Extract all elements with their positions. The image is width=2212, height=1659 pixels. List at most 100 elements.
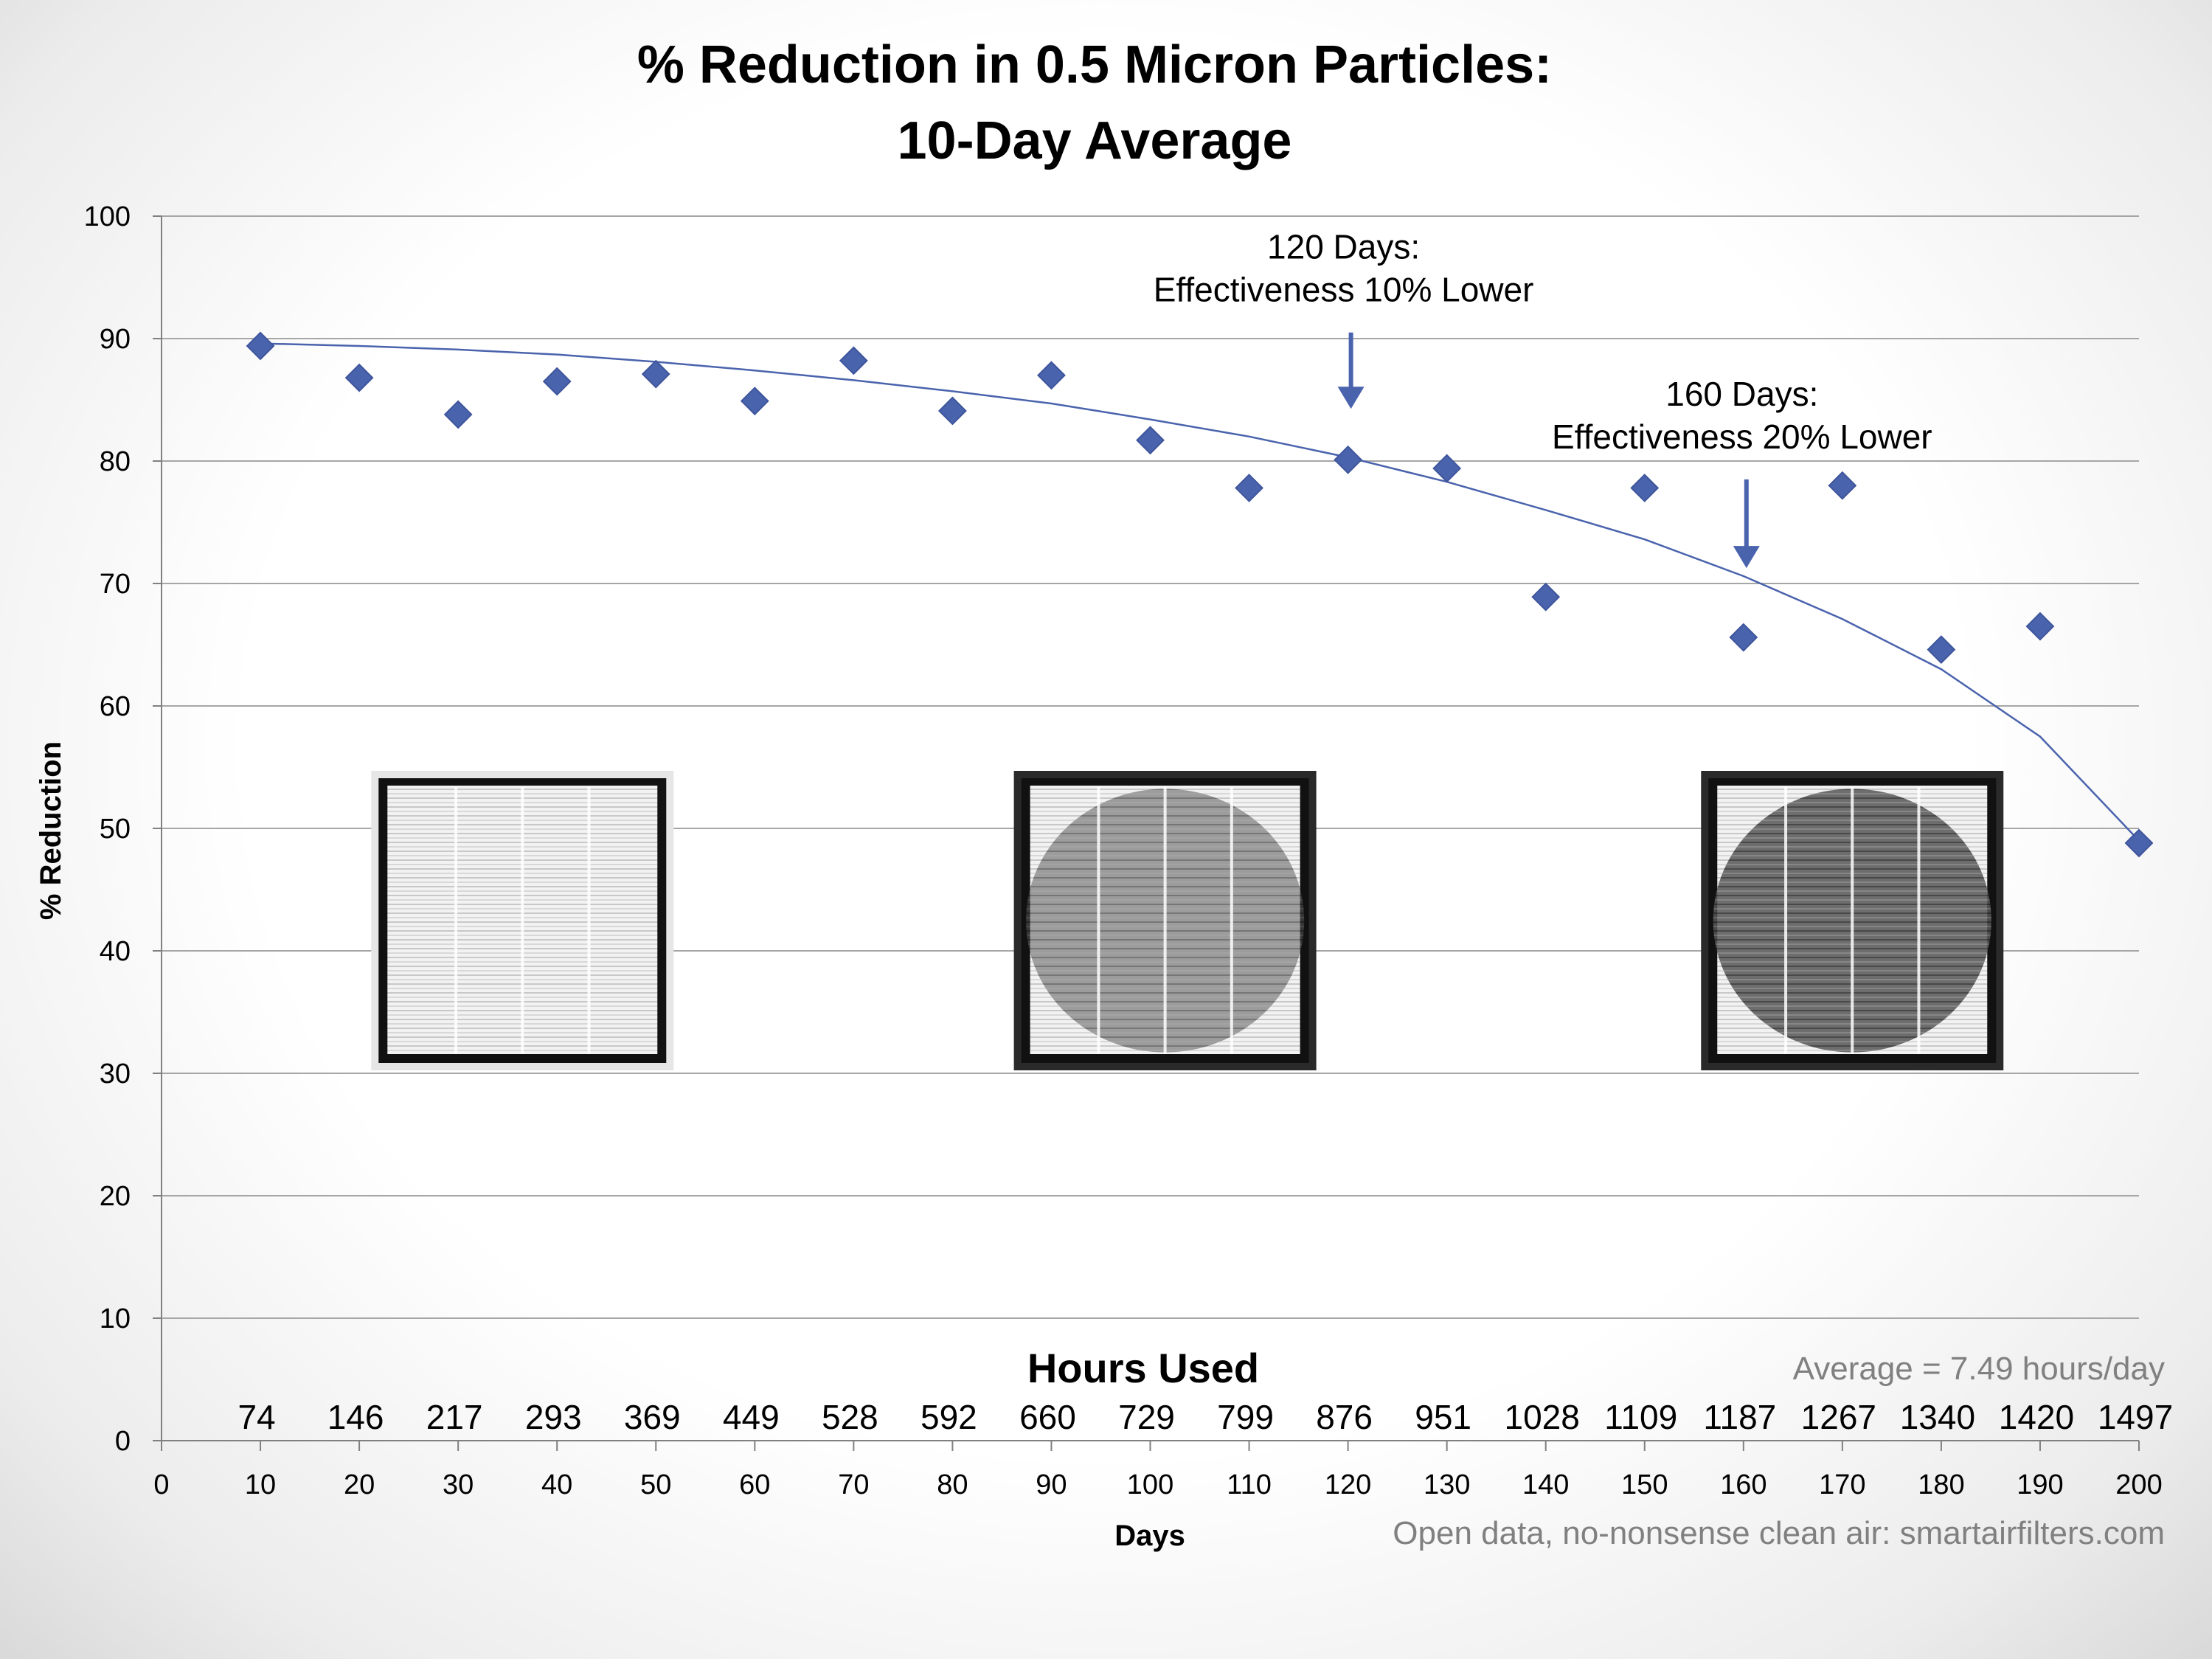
hours-used-label: 146 bbox=[327, 1398, 384, 1436]
hours-used-title: Hours Used bbox=[1027, 1345, 1259, 1391]
annotation-text-line: Effectiveness 10% Lower bbox=[1154, 271, 1534, 309]
x-tick-label-170: 170 bbox=[1819, 1469, 1865, 1500]
annotation-text-line: 160 Days: bbox=[1665, 375, 1818, 413]
data-point-day-70 bbox=[839, 346, 868, 375]
footer-credit: Open data, no-nonsense clean air: smarta… bbox=[1393, 1515, 2165, 1551]
hours-used-label: 799 bbox=[1217, 1398, 1274, 1436]
x-tick-label-0: 0 bbox=[153, 1469, 169, 1500]
x-tick-label-60: 60 bbox=[739, 1469, 770, 1500]
y-tick-labels: 0 10 20 30 40 50 60 70 80 90 100 bbox=[84, 201, 131, 1457]
data-point-day-130 bbox=[1432, 454, 1462, 483]
annotation-120-days: 120 Days: Effectiveness 10% Lower bbox=[1154, 228, 1534, 409]
x-tick-label-160: 160 bbox=[1720, 1469, 1767, 1500]
data-point-day-100 bbox=[1136, 426, 1165, 455]
used-filter-120-days-photo bbox=[1013, 771, 1317, 1070]
y-tick-label-20: 20 bbox=[100, 1181, 131, 1212]
x-tick-label-180: 180 bbox=[1918, 1469, 1964, 1500]
annotation-text-line: 120 Days: bbox=[1267, 228, 1420, 266]
y-tick-label-90: 90 bbox=[100, 324, 131, 355]
hours-used-label: 592 bbox=[920, 1398, 977, 1436]
y-tick-label-30: 30 bbox=[100, 1059, 131, 1090]
data-point-day-50 bbox=[641, 359, 670, 389]
data-point-day-20 bbox=[344, 363, 374, 392]
x-tick-label-10: 10 bbox=[245, 1469, 276, 1500]
clean-filter-photo bbox=[371, 771, 674, 1070]
x-tick-label-70: 70 bbox=[838, 1469, 869, 1500]
data-point-day-170 bbox=[1828, 471, 1857, 500]
annotation-arrow-head bbox=[1337, 387, 1365, 409]
data-point-day-80 bbox=[937, 396, 967, 426]
axes bbox=[153, 215, 2140, 1451]
data-point-day-140 bbox=[1531, 582, 1561, 612]
x-tick-label-100: 100 bbox=[1127, 1469, 1173, 1500]
hours-used-label: 1267 bbox=[1801, 1398, 1876, 1436]
hours-used-label: 369 bbox=[624, 1398, 681, 1436]
y-tick-label-80: 80 bbox=[100, 446, 131, 477]
y-tick-label-70: 70 bbox=[100, 569, 131, 600]
hours-used-label: 876 bbox=[1316, 1398, 1373, 1436]
data-point-day-10 bbox=[246, 331, 275, 361]
y-tick-label-0: 0 bbox=[115, 1426, 131, 1457]
average-note: Average = 7.49 hours/day bbox=[1793, 1351, 2165, 1387]
x-tick-label-50: 50 bbox=[640, 1469, 671, 1500]
hours-used-label: 1420 bbox=[1999, 1398, 2074, 1436]
hours-used-labels: 74 146 217 293 369 449 528 592 660 729 799 876 951 10… bbox=[238, 1398, 2173, 1436]
data-point-day-60 bbox=[740, 387, 769, 416]
x-axis-title: Days bbox=[1114, 1520, 1185, 1552]
data-point-day-110 bbox=[1235, 474, 1263, 502]
hours-used-label: 528 bbox=[822, 1398, 878, 1436]
x-tick-label-120: 120 bbox=[1325, 1469, 1371, 1500]
x-tick-label-40: 40 bbox=[541, 1469, 572, 1500]
annotation-160-days: 160 Days: Effectiveness 20% Lower bbox=[1552, 375, 1932, 569]
x-tick-label-110: 110 bbox=[1227, 1469, 1272, 1500]
used-filter-200-days-photo bbox=[1701, 771, 2004, 1070]
y-tick-label-100: 100 bbox=[84, 201, 131, 232]
trendline bbox=[260, 342, 2140, 842]
chart-title-line-2: 10-Day Average bbox=[898, 111, 1292, 170]
chart-title-line-1: % Reduction in 0.5 Micron Particles: bbox=[637, 35, 1552, 94]
hours-used-label: 449 bbox=[723, 1398, 780, 1436]
gridlines bbox=[162, 215, 2139, 1319]
x-tick-label-140: 140 bbox=[1522, 1469, 1569, 1500]
hours-used-label: 1187 bbox=[1703, 1398, 1776, 1436]
x-tick-label-90: 90 bbox=[1036, 1469, 1067, 1500]
x-tick-label-150: 150 bbox=[1621, 1469, 1668, 1500]
hours-used-label: 660 bbox=[1019, 1398, 1076, 1436]
x-tick-label-80: 80 bbox=[937, 1469, 968, 1500]
hours-used-label: 1028 bbox=[1505, 1398, 1580, 1436]
annotation-arrow-head bbox=[1733, 546, 1760, 569]
hours-used-label: 729 bbox=[1118, 1398, 1175, 1436]
y-tick-label-40: 40 bbox=[100, 936, 131, 967]
hours-used-label: 1340 bbox=[1900, 1398, 1975, 1436]
annotation-text-line: Effectiveness 20% Lower bbox=[1552, 418, 1932, 456]
y-axis-title: % Reduction bbox=[35, 741, 67, 920]
y-tick-label-10: 10 bbox=[100, 1303, 131, 1334]
hours-used-label: 217 bbox=[426, 1398, 483, 1436]
data-point-day-30 bbox=[443, 400, 473, 429]
x-tick-label-130: 130 bbox=[1424, 1469, 1470, 1500]
data-point-day-40 bbox=[542, 367, 572, 396]
x-tick-label-190: 190 bbox=[2017, 1469, 2063, 1500]
hours-used-label: 951 bbox=[1415, 1398, 1471, 1436]
x-tick-label-30: 30 bbox=[443, 1469, 474, 1500]
data-point-day-90 bbox=[1037, 361, 1066, 390]
data-point-day-200 bbox=[2124, 828, 2154, 858]
x-tick-labels: 0 10 20 30 40 50 60 70 80 90 100 110 120 130 140 150 160… bbox=[153, 1469, 2162, 1500]
data-point-day-150 bbox=[1630, 474, 1660, 502]
hours-used-label: 293 bbox=[525, 1398, 582, 1436]
y-tick-label-60: 60 bbox=[100, 691, 131, 722]
hours-used-label: 74 bbox=[238, 1398, 275, 1436]
data-point-day-160 bbox=[1729, 623, 1758, 652]
data-point-day-190 bbox=[2025, 612, 2055, 641]
hours-used-label: 1497 bbox=[2098, 1398, 2173, 1436]
x-tick-label-200: 200 bbox=[2115, 1469, 2162, 1500]
data-point-day-120 bbox=[1334, 445, 1363, 474]
data-points bbox=[246, 331, 2154, 858]
filter-photos bbox=[371, 771, 2004, 1070]
hours-used-label: 1109 bbox=[1604, 1398, 1677, 1436]
y-tick-label-50: 50 bbox=[100, 814, 131, 845]
data-point-day-180 bbox=[1927, 635, 1956, 665]
annotations: 120 Days: Effectiveness 10% Lower 160 Days… bbox=[1154, 228, 1932, 569]
x-tick-label-20: 20 bbox=[344, 1469, 375, 1500]
